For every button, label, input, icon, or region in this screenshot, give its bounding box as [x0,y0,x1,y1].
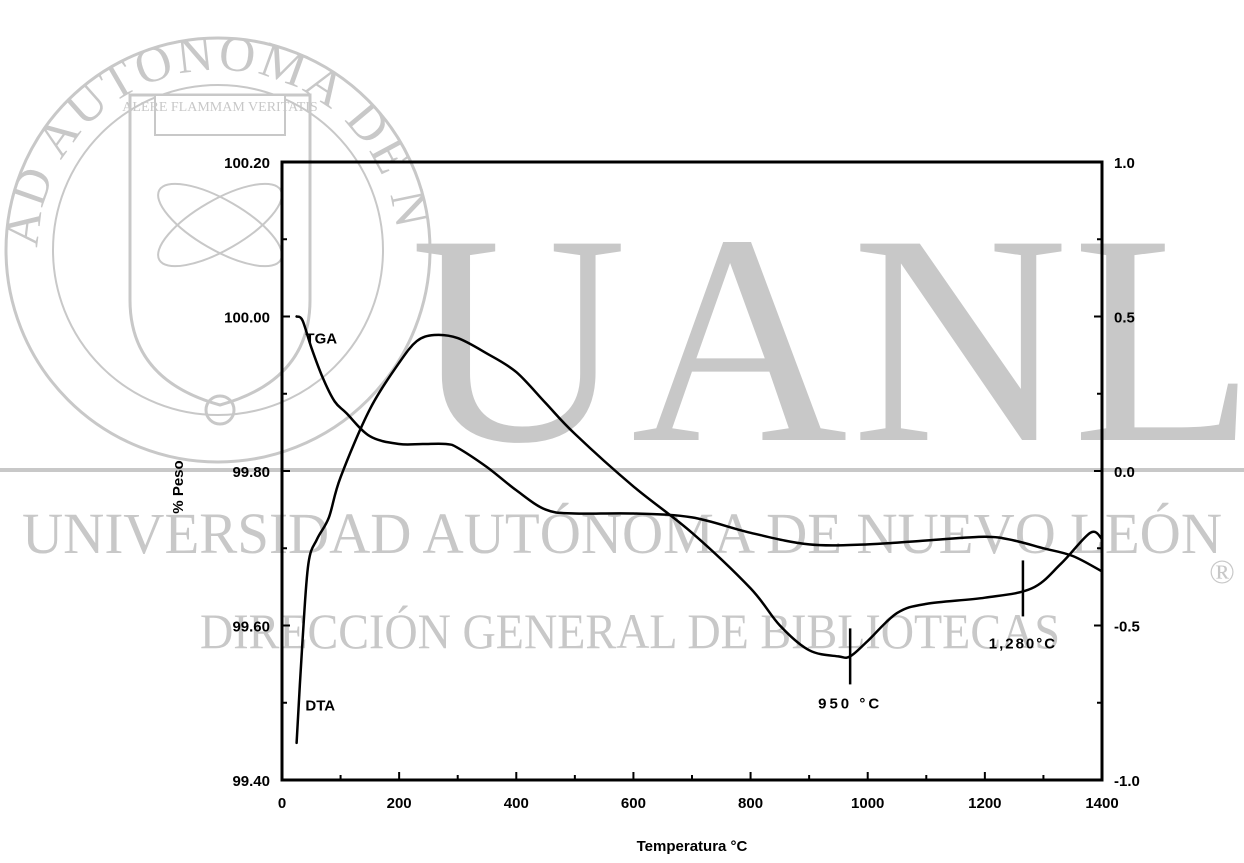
x-tick-label: 0 [278,795,286,812]
series-line-tga [295,315,1104,573]
y-left-tick-label: 99.60 [232,619,270,636]
peak-label-1280: 1,280°C [989,635,1057,652]
x-tick-label: 1400 [1085,795,1118,812]
y-left-tick-label: 100.00 [224,310,270,327]
annotations: TGA DTA 950 °C 1,280°C [305,331,1057,715]
y-right-tick-label: -1.0 [1114,773,1140,790]
series-line-dta [295,333,1104,745]
x-tick-label: 200 [387,795,412,812]
left-y-axis: 99.40 99.60 99.80 100.00 100.20 [224,155,290,790]
y-left-tick-label: 99.80 [232,464,270,481]
series-label-dta: DTA [305,697,335,714]
series-group [295,315,1104,745]
peak-label-950: 950 °C [818,695,882,712]
watermark-atom-icon [157,182,283,268]
x-axis: 0 200 400 600 800 1000 1200 1400 [278,772,1119,812]
y-left-tick-label: 99.40 [232,773,270,790]
watermark-motto: ALERE FLAMMAM VERITATIS [122,100,317,115]
y-right-tick-label: 0.0 [1114,464,1135,481]
watermark-medallion [204,394,236,426]
watermark: UNIVERSIDAD AUTONOMA DE NUEVO LEON ALERE… [0,0,1244,659]
watermark-motto-banner [154,94,286,136]
watermark-atom-orbit [157,182,283,268]
x-axis-title: Temperatura °C [637,838,748,855]
y-left-tick-label: 100.20 [224,155,270,172]
x-tick-label: 600 [621,795,646,812]
chart: 0 200 400 600 800 1000 1200 1400 99.40 99.60 99.8… [170,155,1140,855]
x-tick-label: 1000 [851,795,884,812]
y-right-tick-label: -0.5 [1114,619,1140,636]
watermark-line2: DIRECCIÓN GENERAL DE BIBLIOTECAS [200,603,1060,659]
y-axis-title: % Peso [170,460,187,513]
x-tick-label: 1200 [968,795,1001,812]
x-tick-label: 400 [504,795,529,812]
y-right-tick-label: 0.5 [1114,310,1135,327]
watermark-seal-outer-ring [4,36,432,464]
series-label-tga: TGA [305,331,337,348]
watermark-line1: UNIVERSIDAD AUTÓNOMA DE NUEVO LEÓN [22,501,1222,566]
watermark-seal-inner-ring [52,84,384,416]
right-y-axis: -1.0 -0.5 0.0 0.5 1.0 [1094,155,1140,790]
watermark-big-letters: UANL [410,173,1244,505]
watermark-registered: ® [1209,554,1235,591]
y-right-tick-label: 1.0 [1114,155,1135,172]
x-tick-label: 800 [738,795,763,812]
